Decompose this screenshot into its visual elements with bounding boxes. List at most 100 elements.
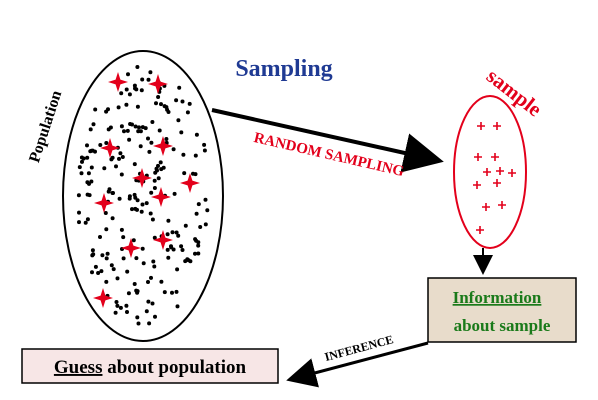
plus-icon (483, 168, 491, 176)
population-dot (203, 222, 208, 227)
population-dot (86, 171, 91, 176)
plus-icon (482, 203, 490, 211)
sample-ellipse (453, 95, 527, 249)
population-dot (196, 243, 201, 248)
population-dot (116, 105, 121, 110)
population-dot (110, 216, 115, 221)
population-dot (152, 264, 157, 269)
population-dot (126, 72, 130, 77)
population-dot (90, 248, 95, 253)
plus-icon (473, 181, 481, 189)
population-dot (150, 217, 155, 222)
population-dot (176, 233, 181, 238)
population-dot (124, 87, 129, 92)
population-dot (121, 256, 126, 261)
population-dot (175, 267, 180, 272)
population-dot (119, 172, 124, 177)
four-point-star-icon (121, 238, 141, 258)
population-dot (156, 95, 161, 99)
population-dot (133, 124, 138, 129)
population-dot (119, 124, 124, 129)
population-dot (85, 217, 90, 222)
random-sampling-arrow (211, 108, 444, 173)
population-dot (119, 91, 124, 96)
population-dot (135, 198, 140, 203)
population-dot (133, 86, 137, 91)
population-dot (141, 261, 146, 266)
guess-text: Guess about population (54, 357, 247, 378)
population-dot (182, 171, 187, 176)
population-dot (177, 85, 182, 90)
population-dot (118, 151, 123, 156)
population-dot (198, 225, 203, 229)
population-dot (106, 127, 111, 132)
population-dot (127, 92, 132, 97)
population-dot (186, 258, 191, 263)
population-dot (194, 132, 199, 137)
population-dot (150, 120, 155, 124)
population-dot (159, 279, 164, 284)
population-dot (102, 166, 107, 171)
plus-icon (477, 122, 485, 130)
population-dot (202, 148, 207, 153)
population-dot (125, 128, 130, 133)
population-dot (135, 315, 140, 320)
population-dot (148, 211, 153, 216)
population-dot (85, 180, 90, 185)
population-dot (137, 125, 141, 130)
population-dot (100, 253, 105, 258)
population-dot (118, 305, 123, 310)
population-dot (154, 101, 158, 106)
four-point-star-icon (132, 168, 152, 188)
population-dot (134, 256, 139, 261)
plus-icon (498, 201, 506, 209)
population-dot (132, 192, 137, 197)
four-point-star-icon (153, 136, 173, 156)
population-dots (76, 65, 210, 326)
population-dot (172, 191, 177, 196)
population-dot (166, 110, 171, 114)
population-dot (104, 141, 109, 145)
population-dot (103, 211, 108, 215)
population-dot (79, 171, 84, 176)
population-dot (152, 235, 157, 240)
plus-icon (491, 153, 499, 161)
population-dot (146, 299, 151, 304)
population-dot (124, 102, 129, 107)
inference-label: INFERENCE (323, 332, 395, 364)
population-dot (85, 192, 90, 197)
population-dot (169, 244, 173, 249)
population-dot (171, 247, 176, 252)
population-dot (153, 314, 157, 319)
population-dot (171, 147, 176, 152)
population-dot (179, 130, 184, 135)
population-dot (196, 202, 201, 207)
sample-label: sample (482, 64, 546, 122)
four-point-star-icon (93, 288, 113, 308)
population-dot (136, 321, 141, 326)
guess-box (21, 348, 279, 384)
population-dot (152, 178, 157, 183)
population-dot (114, 164, 118, 169)
population-dot (89, 165, 94, 170)
population-dot (180, 99, 185, 104)
population-dot (159, 167, 164, 172)
population-dot (157, 128, 162, 133)
population-dot (120, 155, 125, 159)
information-box (427, 277, 577, 343)
population-dot (124, 303, 129, 308)
population-dot (139, 209, 144, 214)
population-dot (83, 220, 88, 225)
population-dot (127, 137, 132, 142)
four-point-star-icon (148, 74, 168, 94)
population-dot (149, 275, 153, 280)
population-dot (165, 232, 170, 237)
population-dot (136, 129, 141, 134)
population-dot (162, 104, 167, 109)
plus-icon (493, 122, 501, 130)
population-dot (144, 201, 149, 206)
plus-icon (476, 226, 484, 234)
four-point-star-icon (153, 230, 173, 250)
population-dot (104, 279, 109, 284)
population-dot (109, 263, 114, 268)
